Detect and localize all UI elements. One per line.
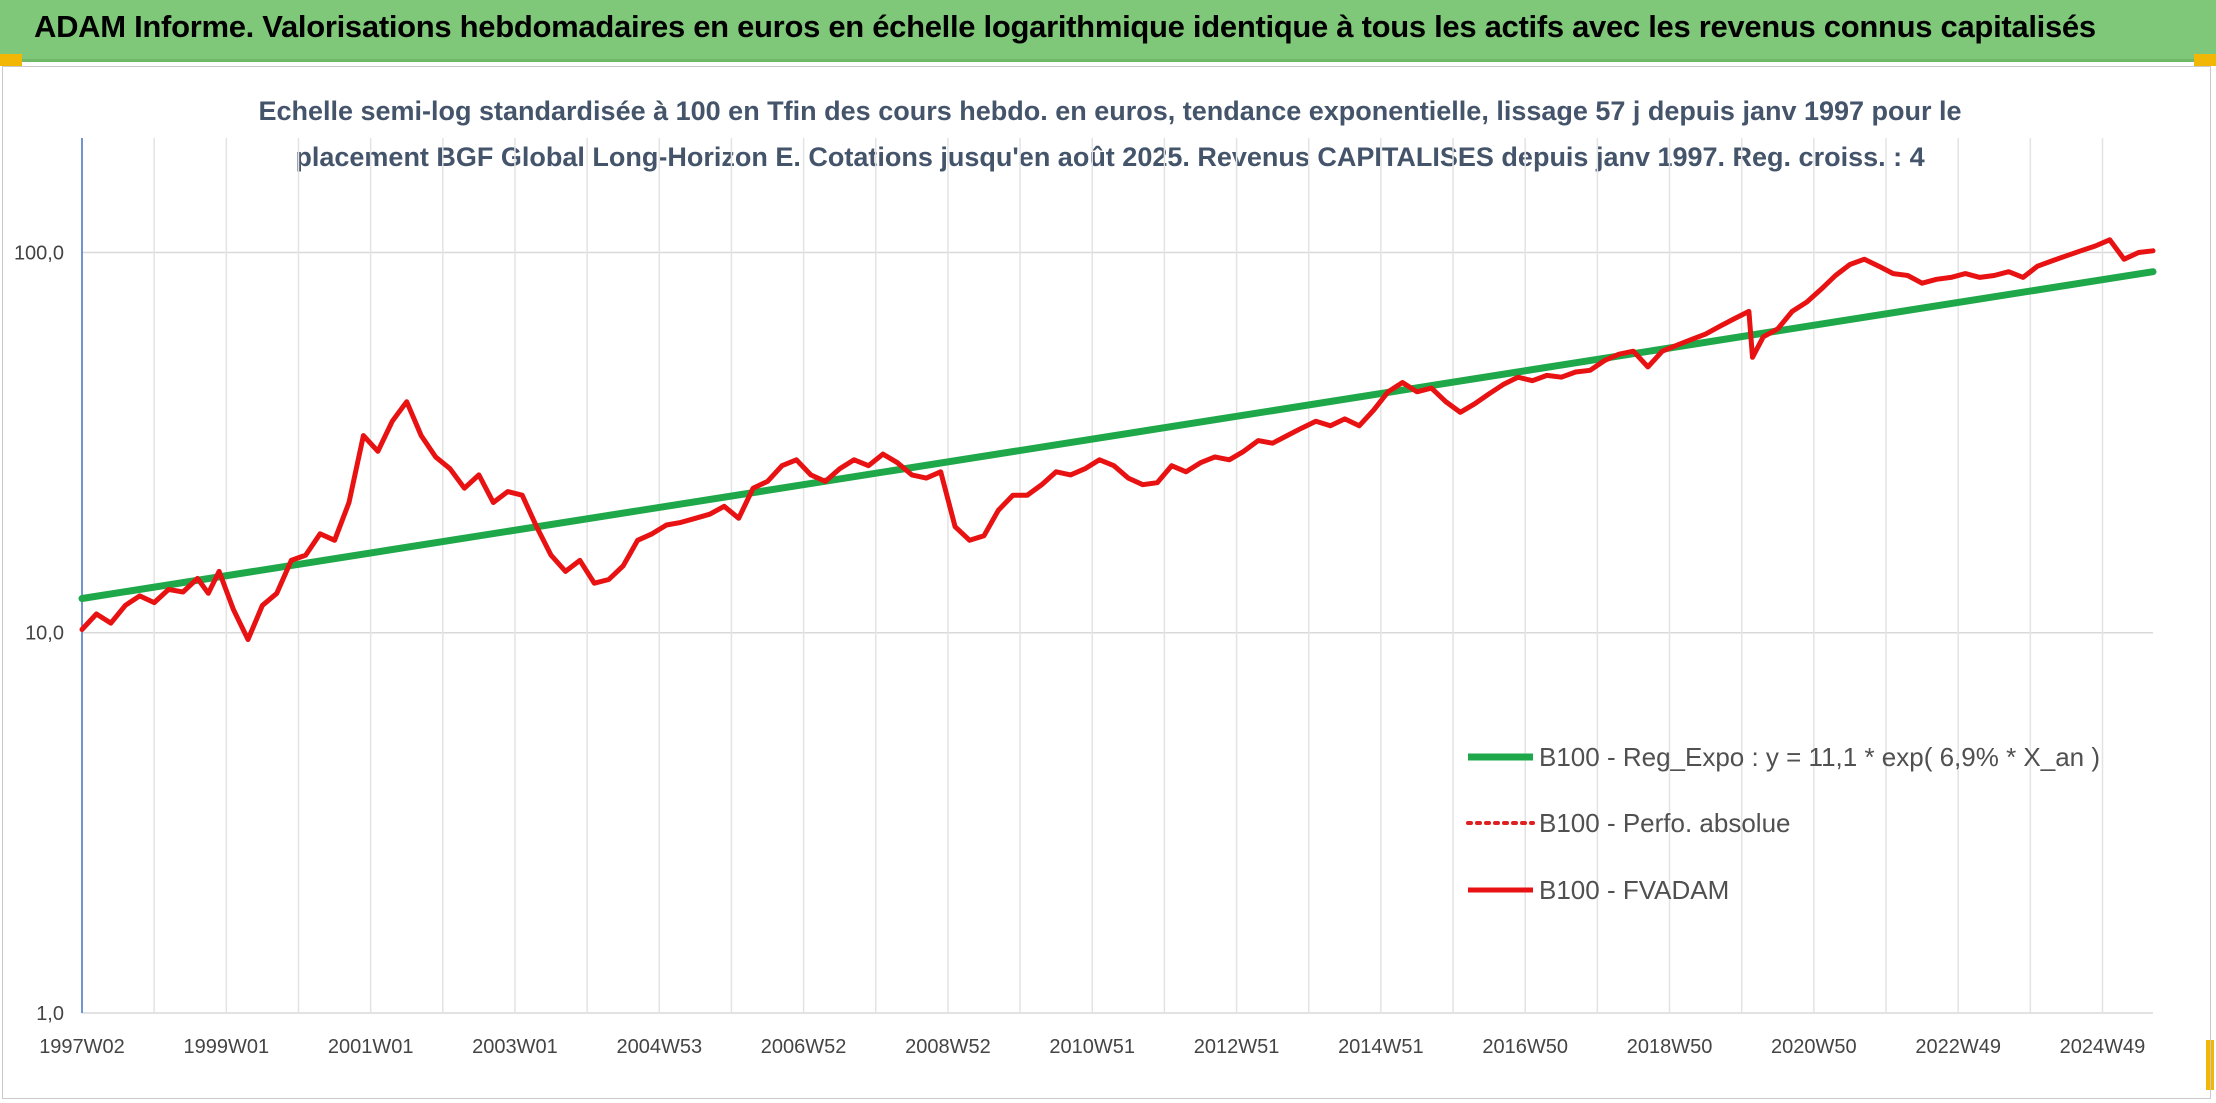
- series-line-fvadam: [79, 237, 2156, 642]
- chart-frame: [2, 66, 2211, 1099]
- x-tick-label: 2012W51: [1194, 1036, 1280, 1058]
- x-tick-label: 2008W52: [905, 1036, 991, 1058]
- y-axis-ticks: 1,0 10,0 100,0: [14, 242, 64, 1025]
- legend-label: B100 - Reg_Expo : y = 11,1 * exp( 6,9% *…: [1539, 742, 2100, 772]
- y-tick-label: 10,0: [25, 623, 64, 645]
- series-layer: [78, 237, 2157, 642]
- chart-title-line-2: placement BGF Global Long-Horizon E. Cot…: [295, 142, 1925, 172]
- x-tick-label: 2003W01: [472, 1036, 558, 1058]
- x-tick-label: 2010W51: [1049, 1036, 1135, 1058]
- x-tick-label: 2020W50: [1771, 1036, 1857, 1058]
- report-banner: ADAM Informe. Valorisations hebdomadaire…: [0, 0, 2216, 62]
- x-axis-ticks: 1997W02 1999W01 2001W01 2003W01 2004W53 2006W…: [39, 1036, 2145, 1058]
- grid-lines: [82, 138, 2153, 1014]
- x-tick-label: 2006W52: [761, 1036, 847, 1058]
- x-tick-label: 2016W50: [1482, 1036, 1568, 1058]
- corner-marker-right: [2194, 54, 2216, 66]
- y-tick-label: 100,0: [14, 242, 64, 264]
- x-tick-label: 2001W01: [328, 1036, 414, 1058]
- corner-marker-left: [0, 54, 22, 66]
- legend: B100 - Reg_Expo : y = 11,1 * exp( 6,9% *…: [1466, 742, 2100, 905]
- legend-entry-perfo-absolue: B100 - Perfo. absolue: [1466, 808, 1791, 838]
- x-tick-label: 2004W53: [616, 1036, 702, 1058]
- x-tick-label: 2024W49: [2060, 1036, 2146, 1058]
- legend-label: B100 - Perfo. absolue: [1539, 808, 1791, 838]
- x-tick-label: 2018W50: [1627, 1036, 1713, 1058]
- chart-title-line-1: Echelle semi-log standardisée à 100 en T…: [258, 96, 1962, 126]
- y-tick-label: 1,0: [36, 1003, 64, 1025]
- x-tick-label: 1999W01: [184, 1036, 270, 1058]
- trend-line-reg-expo: [78, 268, 2157, 602]
- x-tick-label: 2014W51: [1338, 1036, 1424, 1058]
- legend-entry-fvadam: B100 - FVADAM: [1468, 875, 1729, 905]
- legend-label: B100 - FVADAM: [1539, 875, 1729, 905]
- x-tick-label: 2022W49: [1915, 1036, 2001, 1058]
- report-title: ADAM Informe. Valorisations hebdomadaire…: [34, 9, 2096, 44]
- x-tick-label: 1997W02: [39, 1036, 125, 1058]
- legend-entry-reg-expo: B100 - Reg_Expo : y = 11,1 * exp( 6,9% *…: [1468, 742, 2100, 772]
